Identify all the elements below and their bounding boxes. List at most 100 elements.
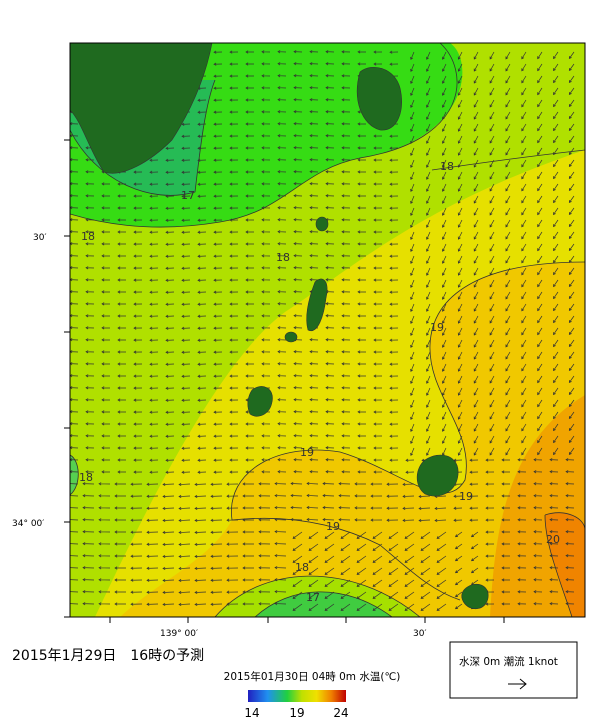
arrow bbox=[436, 591, 447, 599]
arrow bbox=[453, 518, 463, 522]
arrow bbox=[341, 362, 351, 366]
arrow bbox=[70, 603, 79, 605]
arrow bbox=[146, 554, 159, 558]
arrow bbox=[149, 230, 159, 234]
arrow bbox=[133, 362, 143, 366]
arrow bbox=[149, 422, 159, 426]
contour-label: 18 bbox=[276, 251, 290, 264]
arrow bbox=[85, 422, 95, 426]
arrow bbox=[389, 314, 399, 318]
arrow bbox=[553, 99, 559, 108]
arrow bbox=[197, 314, 207, 318]
arrow bbox=[213, 266, 223, 270]
arrow bbox=[410, 279, 415, 289]
arrow bbox=[473, 399, 479, 408]
arrow bbox=[489, 375, 495, 384]
arrow bbox=[325, 254, 335, 258]
arrow bbox=[341, 242, 351, 246]
arrow bbox=[549, 482, 559, 486]
arrow bbox=[242, 482, 255, 486]
arrow bbox=[149, 242, 159, 246]
arrow bbox=[101, 422, 111, 426]
arrow bbox=[341, 374, 351, 378]
arrow bbox=[441, 183, 447, 192]
arrow bbox=[470, 531, 479, 538]
arrow bbox=[85, 218, 95, 222]
arrow bbox=[441, 267, 447, 276]
arrow bbox=[389, 254, 399, 258]
arrow bbox=[473, 147, 479, 156]
arrow bbox=[210, 542, 223, 546]
arrow bbox=[293, 374, 303, 378]
arrow bbox=[470, 555, 479, 562]
arrow bbox=[210, 554, 223, 558]
arrow bbox=[426, 63, 431, 72]
arrow bbox=[533, 494, 543, 498]
arrow bbox=[277, 62, 287, 66]
arrow bbox=[410, 339, 415, 349]
arrow bbox=[457, 363, 463, 372]
arrow bbox=[277, 290, 287, 294]
arrow bbox=[341, 182, 351, 186]
arrow bbox=[341, 194, 351, 198]
arrow bbox=[372, 603, 383, 611]
arrow bbox=[388, 555, 399, 563]
arrow bbox=[130, 578, 143, 582]
arrow bbox=[537, 219, 543, 228]
arrow bbox=[505, 63, 511, 72]
arrow bbox=[568, 375, 575, 384]
arrow bbox=[354, 482, 367, 486]
arrow bbox=[501, 458, 511, 462]
arrow bbox=[117, 242, 127, 246]
arrow bbox=[489, 99, 495, 108]
arrow bbox=[441, 279, 447, 288]
arrow bbox=[485, 542, 495, 546]
arrow bbox=[85, 434, 95, 438]
arrow bbox=[261, 338, 271, 342]
arrow bbox=[101, 362, 111, 366]
arrow bbox=[149, 182, 159, 186]
arrow bbox=[568, 243, 575, 252]
arrow bbox=[436, 543, 447, 551]
arrow bbox=[485, 602, 495, 606]
arrow bbox=[454, 579, 463, 586]
arrow bbox=[505, 291, 511, 300]
arrow bbox=[229, 218, 239, 222]
arrow bbox=[485, 470, 495, 474]
arrow bbox=[426, 411, 431, 420]
arrow bbox=[178, 590, 191, 595]
arrow bbox=[229, 266, 239, 270]
arrow bbox=[213, 98, 223, 102]
arrow bbox=[258, 602, 271, 606]
arrow bbox=[213, 134, 223, 138]
arrow bbox=[549, 530, 559, 534]
arrow bbox=[501, 590, 511, 594]
arrow bbox=[178, 506, 191, 511]
arrow bbox=[261, 110, 271, 114]
arrow bbox=[274, 542, 287, 546]
arrow bbox=[213, 398, 223, 402]
arrow bbox=[162, 590, 175, 595]
arrow bbox=[553, 447, 559, 456]
arrow bbox=[130, 554, 143, 558]
arrow bbox=[181, 326, 191, 330]
arrow bbox=[373, 134, 383, 138]
arrow bbox=[162, 554, 175, 559]
arrow bbox=[410, 195, 415, 205]
arrow bbox=[181, 122, 191, 126]
arrow bbox=[229, 398, 239, 402]
arrow bbox=[568, 327, 575, 336]
arrow bbox=[426, 363, 431, 372]
arrow bbox=[410, 123, 415, 133]
arrow bbox=[178, 602, 191, 607]
arrow bbox=[473, 159, 479, 168]
arrow bbox=[338, 482, 351, 486]
arrow bbox=[441, 147, 447, 156]
arrow bbox=[117, 422, 127, 426]
arrow bbox=[165, 206, 175, 210]
arrow bbox=[181, 254, 191, 258]
arrow bbox=[537, 375, 543, 384]
arrow bbox=[130, 602, 143, 606]
arrow bbox=[324, 591, 335, 599]
arrow bbox=[261, 470, 271, 474]
